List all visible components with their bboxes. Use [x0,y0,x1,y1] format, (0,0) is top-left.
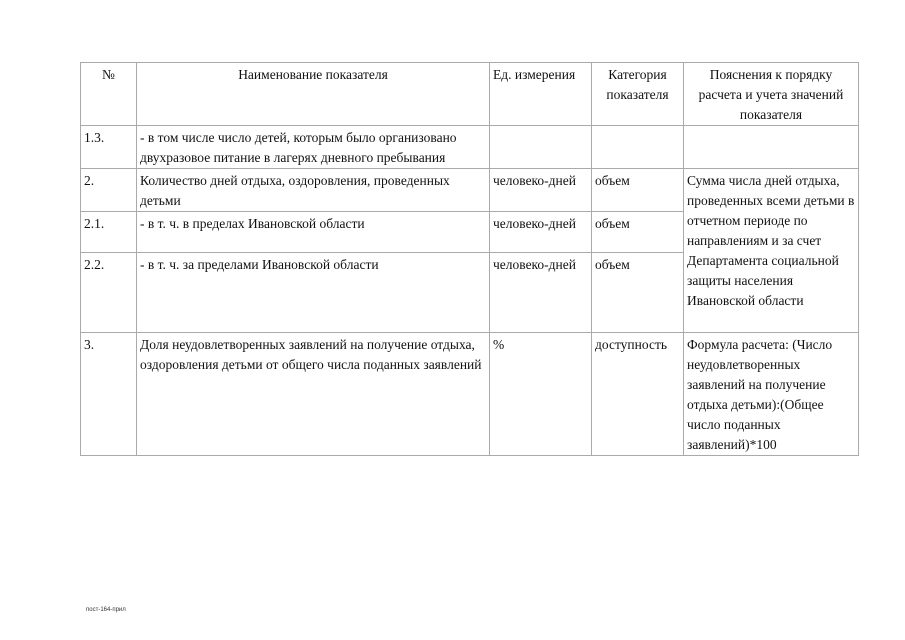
table-row: 1.3. - в том числе число детей, которым … [80,125,859,169]
row-note: Сумма числа дней отдыха, проведенных все… [683,168,859,333]
row-name: - в том числе число детей, которым было … [136,125,490,169]
row-note [683,125,859,169]
footer-file-label: пост-164-прил [86,607,126,613]
row-category: доступность [591,332,684,456]
row-name: Доля неудовлетворенных заявлений на полу… [136,332,490,456]
table-row: 2. Количество дней отдыха, оздоровления,… [80,168,859,333]
table-header-row: № Наименование показателя Ед. измерения … [80,62,859,126]
table-row: 2.1. - в т. ч. в пределах Ивановской обл… [80,211,859,253]
row-name: - в т. ч. за пределами Ивановской област… [136,252,490,333]
row-name: - в т. ч. в пределах Ивановской области [136,211,490,253]
indicators-table: № Наименование показателя Ед. измерения … [80,62,859,456]
row-note: Формула расчета: (Число неудовлетворенны… [683,332,859,456]
table-row: 2.2. - в т. ч. за пределами Ивановской о… [80,252,859,333]
row-unit: % [489,332,592,456]
header-note: Пояснения к порядку расчета и учета знач… [683,62,859,126]
row-number: 2.2. [80,252,137,333]
table-row: 3. Доля неудовлетворенных заявлений на п… [80,332,859,456]
row-category [591,125,684,169]
row-number: 2.1. [80,211,137,253]
header-category: Категория показателя [591,62,684,126]
header-unit: Ед. измерения [489,62,592,126]
row-unit: человеко-дней [489,168,592,212]
row-category: объем [591,168,684,212]
row-number: 1.3. [80,125,137,169]
row-number: 2. [80,168,137,212]
row-unit: человеко-дней [489,252,592,333]
row-unit [489,125,592,169]
row-unit: человеко-дней [489,211,592,253]
header-number: № [80,62,137,126]
row-category: объем [591,252,684,333]
row-category: объем [591,211,684,253]
row-name: Количество дней отдыха, оздоровления, пр… [136,168,490,212]
row-number: 3. [80,332,137,456]
header-name: Наименование показателя [136,62,490,126]
